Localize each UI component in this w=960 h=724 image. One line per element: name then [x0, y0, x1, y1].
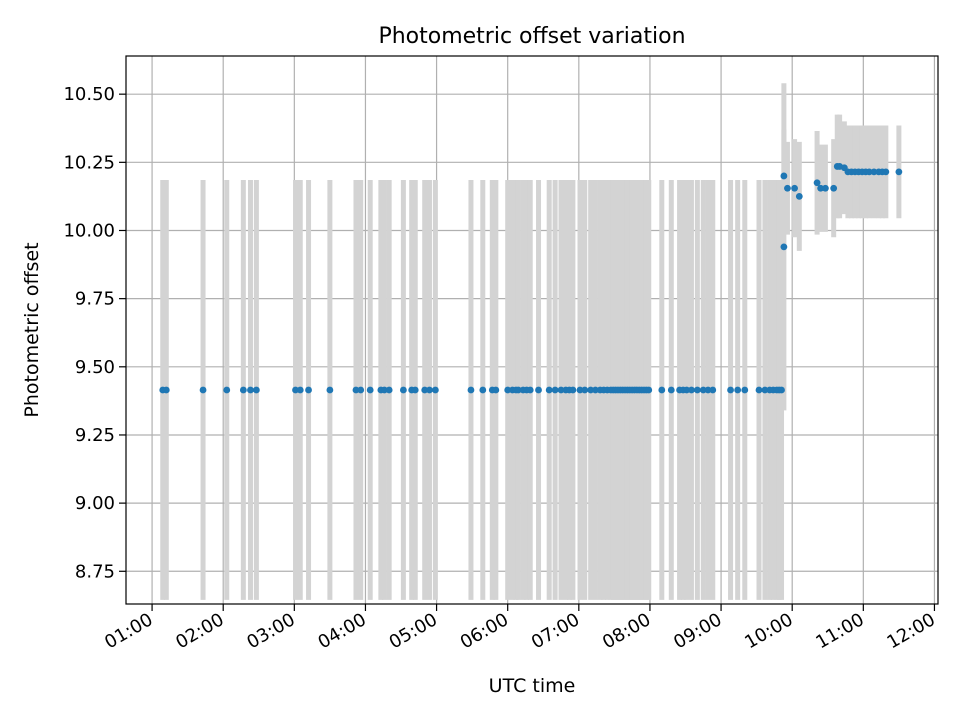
data-point [817, 184, 825, 192]
data-point [780, 243, 788, 251]
data-point [830, 184, 838, 192]
y-tick-label: 9.00 [75, 493, 115, 514]
data-point [385, 386, 393, 394]
data-point [399, 386, 407, 394]
y-tick-label: 9.75 [75, 289, 115, 310]
data-point [592, 386, 599, 394]
data-point [741, 386, 749, 394]
data-point [688, 386, 695, 394]
x-axis-label: UTC time [489, 675, 576, 697]
x-tick-label: 07:00 [528, 609, 583, 653]
data-point [727, 386, 734, 394]
data-point [504, 386, 512, 394]
data-point [587, 386, 595, 394]
data-point [239, 386, 247, 394]
x-tick-label: 05:00 [386, 609, 441, 653]
x-tick-label: 04:00 [315, 609, 370, 653]
x-tick-label: 06:00 [457, 609, 512, 653]
y-tick-label: 9.25 [75, 425, 115, 446]
data-point [545, 386, 553, 394]
data-point [778, 386, 785, 394]
data-point [755, 386, 763, 394]
y-tick-label: 8.75 [75, 561, 115, 582]
data-point [882, 168, 890, 176]
point-layer [159, 163, 903, 394]
data-point [683, 386, 691, 394]
data-point [326, 386, 334, 394]
y-tick-label: 10.50 [63, 84, 115, 105]
x-tick-label: 08:00 [599, 609, 654, 653]
data-point [381, 386, 388, 394]
data-point [734, 386, 742, 394]
x-tick-label: 01:00 [101, 609, 156, 653]
y-tick-label: 10.25 [63, 152, 115, 173]
data-point [366, 386, 374, 394]
data-point [467, 386, 475, 394]
data-point [821, 184, 829, 192]
data-point [411, 386, 419, 394]
x-tick-label: 12:00 [884, 609, 939, 653]
data-point [870, 168, 878, 176]
data-point [292, 386, 299, 394]
plot-area-frame [125, 55, 939, 605]
data-point [296, 386, 304, 394]
data-point [247, 386, 254, 394]
data-point [576, 386, 584, 394]
data-point [780, 172, 788, 180]
data-point [795, 193, 803, 200]
data-point [645, 386, 653, 394]
data-point [492, 386, 500, 394]
x-tick-label: 09:00 [670, 609, 725, 653]
data-point [581, 386, 589, 394]
x-tick-label: 03:00 [243, 609, 298, 653]
y-tick-label: 9.50 [75, 357, 115, 378]
data-point [352, 386, 360, 394]
data-point [252, 386, 260, 394]
data-point [791, 184, 798, 192]
data-point [223, 386, 231, 394]
data-point [704, 386, 712, 394]
x-tick-label: 11:00 [812, 609, 867, 653]
data-point [431, 386, 439, 394]
data-point [357, 386, 365, 394]
data-point [551, 386, 559, 394]
data-point [421, 386, 429, 394]
data-point [557, 386, 565, 394]
data-point [162, 386, 170, 394]
data-point [761, 386, 769, 394]
data-point [865, 168, 873, 176]
data-point [895, 168, 903, 176]
data-point [526, 386, 534, 394]
chart-title: Photometric offset variation [378, 24, 685, 49]
x-axis-ticks: 01:00 02:00 03:00 04:00 05:00 06:00 07:00 08:00… [101, 604, 939, 653]
data-point [426, 386, 433, 394]
data-point [813, 179, 821, 187]
error-bar-layer [160, 83, 902, 600]
y-axis-ticks: 8.75 9.00 9.25 9.50 9.75 10.00 10.25 10.50 [63, 84, 126, 582]
data-point [569, 386, 577, 394]
data-point [479, 386, 487, 394]
data-point [699, 386, 707, 394]
data-point [709, 386, 717, 394]
x-tick-label: 10:00 [741, 609, 796, 653]
data-point [784, 184, 791, 192]
y-axis-label: Photometric offset [21, 242, 43, 417]
data-point [305, 386, 312, 394]
data-point [658, 386, 666, 394]
data-point [514, 386, 522, 394]
data-point [667, 386, 675, 394]
x-tick-label: 02:00 [172, 609, 227, 653]
data-point [693, 386, 701, 394]
data-point [199, 386, 207, 394]
data-point [535, 386, 542, 394]
y-tick-label: 10.00 [63, 220, 115, 241]
